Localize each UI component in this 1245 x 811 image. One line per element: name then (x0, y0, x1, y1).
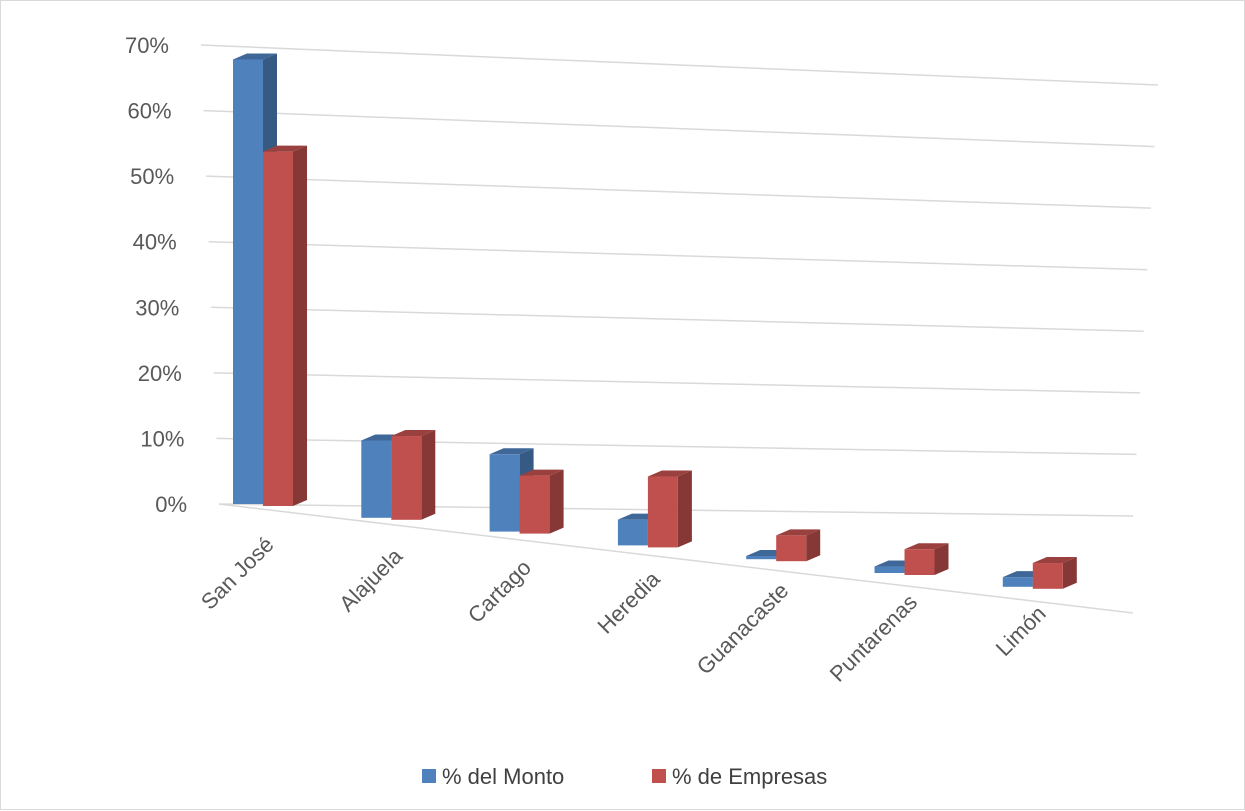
gridline (216, 437, 1137, 456)
bar-empresas (519, 469, 564, 534)
y-tick-label: 10% (140, 426, 184, 451)
gridline (206, 175, 1151, 209)
bar-empresas (647, 470, 692, 548)
x-tick-label: Heredia (592, 566, 665, 639)
y-tick-label: 30% (135, 295, 179, 320)
legend-label-monto: % del Monto (442, 764, 564, 789)
x-tick-label: San José (196, 532, 279, 615)
gridline (200, 44, 1159, 86)
y-tick-label: 0% (155, 492, 187, 517)
gridline (213, 372, 1141, 394)
y-axis-ticks: 0% 10% 20% 30% 40% 50% 60% 70% (125, 33, 187, 517)
x-tick-label: Limón (991, 601, 1051, 661)
x-tick-label: Puntarenas (825, 589, 922, 686)
bar-empresas (263, 145, 307, 506)
gridline (208, 240, 1148, 271)
y-tick-label: 40% (133, 230, 177, 255)
bar-empresas (776, 529, 821, 562)
legend-swatch-monto (422, 769, 436, 783)
y-tick-label: 50% (130, 164, 174, 189)
gridline (203, 109, 1155, 148)
legend-label-empresas: % de Empresas (672, 764, 827, 789)
legend-swatch-empresas (652, 769, 666, 783)
x-tick-label: Guanacaste (692, 578, 794, 680)
floor-edge (218, 503, 1134, 614)
gridline (211, 306, 1144, 333)
bar-empresas (904, 543, 949, 575)
bar-empresas (1032, 557, 1077, 589)
x-tick-label: Cartago (463, 555, 536, 628)
x-tick-label: Alajuela (334, 543, 408, 617)
legend: % del Monto % de Empresas (422, 764, 827, 789)
bars (233, 53, 1077, 589)
y-tick-label: 60% (128, 99, 172, 124)
bar-empresas (391, 430, 436, 520)
y-tick-label: 20% (138, 361, 182, 386)
y-tick-label: 70% (125, 33, 169, 58)
